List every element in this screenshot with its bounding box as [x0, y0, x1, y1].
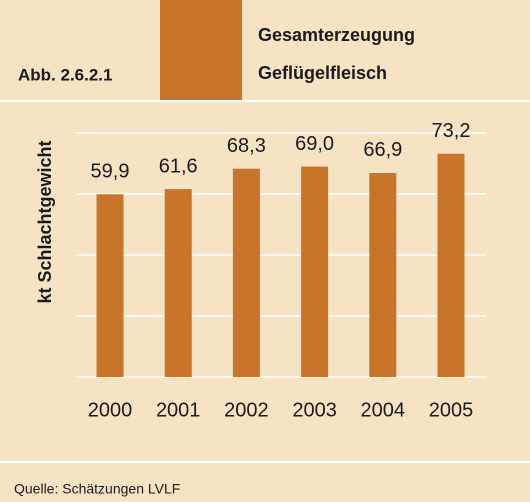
- value-label: 69,0: [295, 133, 334, 155]
- bar: [96, 194, 124, 377]
- y-axis-label: kt Schlachtgewicht: [35, 140, 55, 303]
- bar: [301, 166, 329, 377]
- chart-title: Gesamterzeugung: [258, 25, 415, 45]
- x-tick-label: 2004: [361, 399, 406, 421]
- bar: [437, 153, 465, 377]
- bar: [232, 168, 260, 377]
- chart-title: Geflügelfleisch: [258, 63, 387, 83]
- x-tick-label: 2000: [88, 399, 133, 421]
- x-tick-label: 2001: [156, 399, 201, 421]
- figure-label: Abb. 2.6.2.1: [18, 65, 112, 84]
- x-tick-label: 2005: [429, 399, 474, 421]
- value-label: 73,2: [432, 120, 471, 142]
- value-label: 59,9: [91, 161, 130, 183]
- value-label: 68,3: [227, 135, 266, 157]
- bar: [369, 172, 397, 377]
- header-block: [160, 0, 242, 100]
- value-label: 66,9: [363, 139, 402, 161]
- x-tick-label: 2003: [292, 399, 337, 421]
- value-label: 61,6: [159, 155, 198, 177]
- x-tick-label: 2002: [224, 399, 269, 421]
- bar: [164, 189, 192, 377]
- source-note: Quelle: Schätzungen LVLF: [14, 481, 180, 497]
